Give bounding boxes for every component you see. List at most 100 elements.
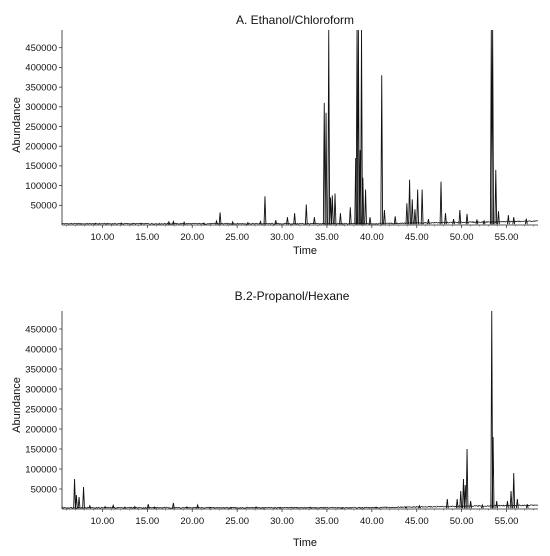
panel-a-peak [348, 207, 352, 225]
panel-a-peak [139, 222, 143, 225]
panel-a-peak [327, 29, 331, 225]
panel-b-peak [418, 504, 421, 509]
panel-a-x-tick-label: 20.00 [180, 232, 204, 243]
panel-b-peak [123, 506, 127, 509]
panel-a-x-tick-label: 10.00 [91, 232, 115, 243]
panel-a-peak [465, 213, 469, 225]
panel-b-peak [103, 505, 107, 509]
panel-b-peak [133, 505, 137, 509]
panel-b-peak [254, 506, 258, 509]
panel-a-x-tick-label: 40.00 [360, 232, 384, 243]
panel-b-peak [196, 503, 199, 509]
panel-a-peak [293, 213, 296, 225]
panel-b: B.2-Propanol/Hexane Abundance Time 50000… [11, 289, 539, 549]
panel-a-peak [512, 217, 516, 225]
panel-b-peak [309, 506, 312, 509]
panel-a-peak [494, 169, 498, 225]
panel-a-x-tick-label: 30.00 [270, 232, 294, 243]
panel-a: A. Ethanol/Chloroform Abundance Time 500… [11, 13, 539, 257]
panel-a-peak [322, 102, 326, 225]
panel-b-peak [465, 448, 469, 509]
panel-b-x-tick-label: 10.00 [91, 516, 115, 527]
panel-a-title: A. Ethanol/Chloroform [236, 13, 354, 27]
panel-b-peak [490, 310, 494, 509]
panel-a-peak [491, 29, 494, 225]
panel-a-peak [427, 219, 430, 225]
panel-b-ylabel: Abundance [11, 377, 23, 433]
panel-b-x-tick-label: 40.00 [360, 516, 384, 527]
panel-a-peak [172, 219, 175, 225]
panel-a-peak [383, 210, 386, 225]
panel-b-peak [462, 478, 465, 509]
panel-a-peak [120, 222, 123, 225]
panel-a-peak [439, 181, 443, 225]
panel-a-peak [452, 219, 455, 225]
panel-a-y-tick-label: 50000 [31, 201, 57, 212]
panel-a-peak [218, 212, 222, 225]
panel-a-peak [393, 216, 397, 225]
panel-a-peak [313, 217, 316, 225]
panel-b-peak [208, 506, 212, 509]
panel-a-peak [94, 222, 97, 225]
panel-b-x-tick-label: 30.00 [270, 516, 294, 527]
panel-b-y-tick-label: 300000 [25, 384, 57, 395]
panel-b-peak [445, 498, 449, 509]
panel-a-y-tick-label: 300000 [25, 102, 57, 113]
panel-a-peak [507, 215, 510, 225]
panel-a-peak [357, 29, 360, 225]
panel-a-peak [167, 220, 171, 225]
panel-b-y-tick-label: 100000 [25, 464, 57, 475]
panel-b-x-tick-label: 45.00 [405, 516, 429, 527]
panel-b-peak [469, 500, 472, 509]
panel-a-peak [497, 211, 500, 225]
panel-b-peak [82, 486, 85, 509]
panel-b-title: B.2-Propanol/Hexane [235, 289, 350, 303]
panel-a-peak [274, 220, 278, 225]
panel-b-y-tick-label: 50000 [31, 484, 57, 495]
panel-a-peak [380, 75, 384, 225]
panel-a-xlabel: Time [293, 245, 317, 257]
panel-a-peak [524, 218, 528, 225]
panel-a-x-tick-label: 55.00 [495, 232, 519, 243]
panel-a-y-tick-label: 350000 [25, 82, 57, 93]
panel-a-peak [368, 217, 372, 225]
panel-a-peak [361, 177, 365, 225]
panel-b-x-tick-label: 35.00 [315, 516, 339, 527]
panel-b-baseline-trace [61, 504, 539, 509]
panel-b-peak [512, 472, 516, 509]
panel-b-peak [455, 498, 459, 509]
panel-b-peak [506, 500, 509, 509]
panel-a-peak [329, 197, 332, 225]
panel-a-peak [259, 219, 262, 225]
panel-a-peak [263, 196, 267, 225]
panel-b-peak [111, 503, 115, 509]
panel-a-y-tick-label: 200000 [25, 142, 57, 153]
panel-a-peak [405, 203, 409, 225]
panel-a-peak [413, 209, 417, 225]
panel-a-y-tick-label: 150000 [25, 161, 57, 172]
panel-b-peak [509, 490, 513, 509]
panel-b-peak [459, 490, 463, 509]
panel-a-peak [408, 179, 411, 225]
panel-b-peak [525, 504, 529, 509]
panel-b-peak [495, 500, 499, 509]
panel-b-peak [480, 503, 484, 509]
panel-a-peak [333, 193, 337, 225]
panel-a-peak [286, 217, 289, 225]
panel-a-peak [416, 189, 419, 225]
panel-b-y-tick-label: 450000 [25, 324, 57, 335]
panel-b-x-tick-label: 15.00 [135, 516, 159, 527]
panel-a-peak [360, 29, 363, 225]
panel-a-peak [324, 112, 328, 225]
panel-b-x-tick-label: 50.00 [450, 516, 474, 527]
panel-a-peak [231, 220, 234, 225]
panel-b-y-tick-label: 200000 [25, 424, 57, 435]
panel-b-peak [491, 436, 495, 509]
panel-b-peak [73, 478, 76, 509]
panel-a-y-tick-label: 400000 [25, 63, 57, 74]
panel-a-x-tick-label: 25.00 [225, 232, 249, 243]
panel-b-peak [229, 506, 233, 509]
panel-b-peak [75, 494, 78, 509]
panel-a-y-tick-label: 100000 [25, 181, 57, 192]
